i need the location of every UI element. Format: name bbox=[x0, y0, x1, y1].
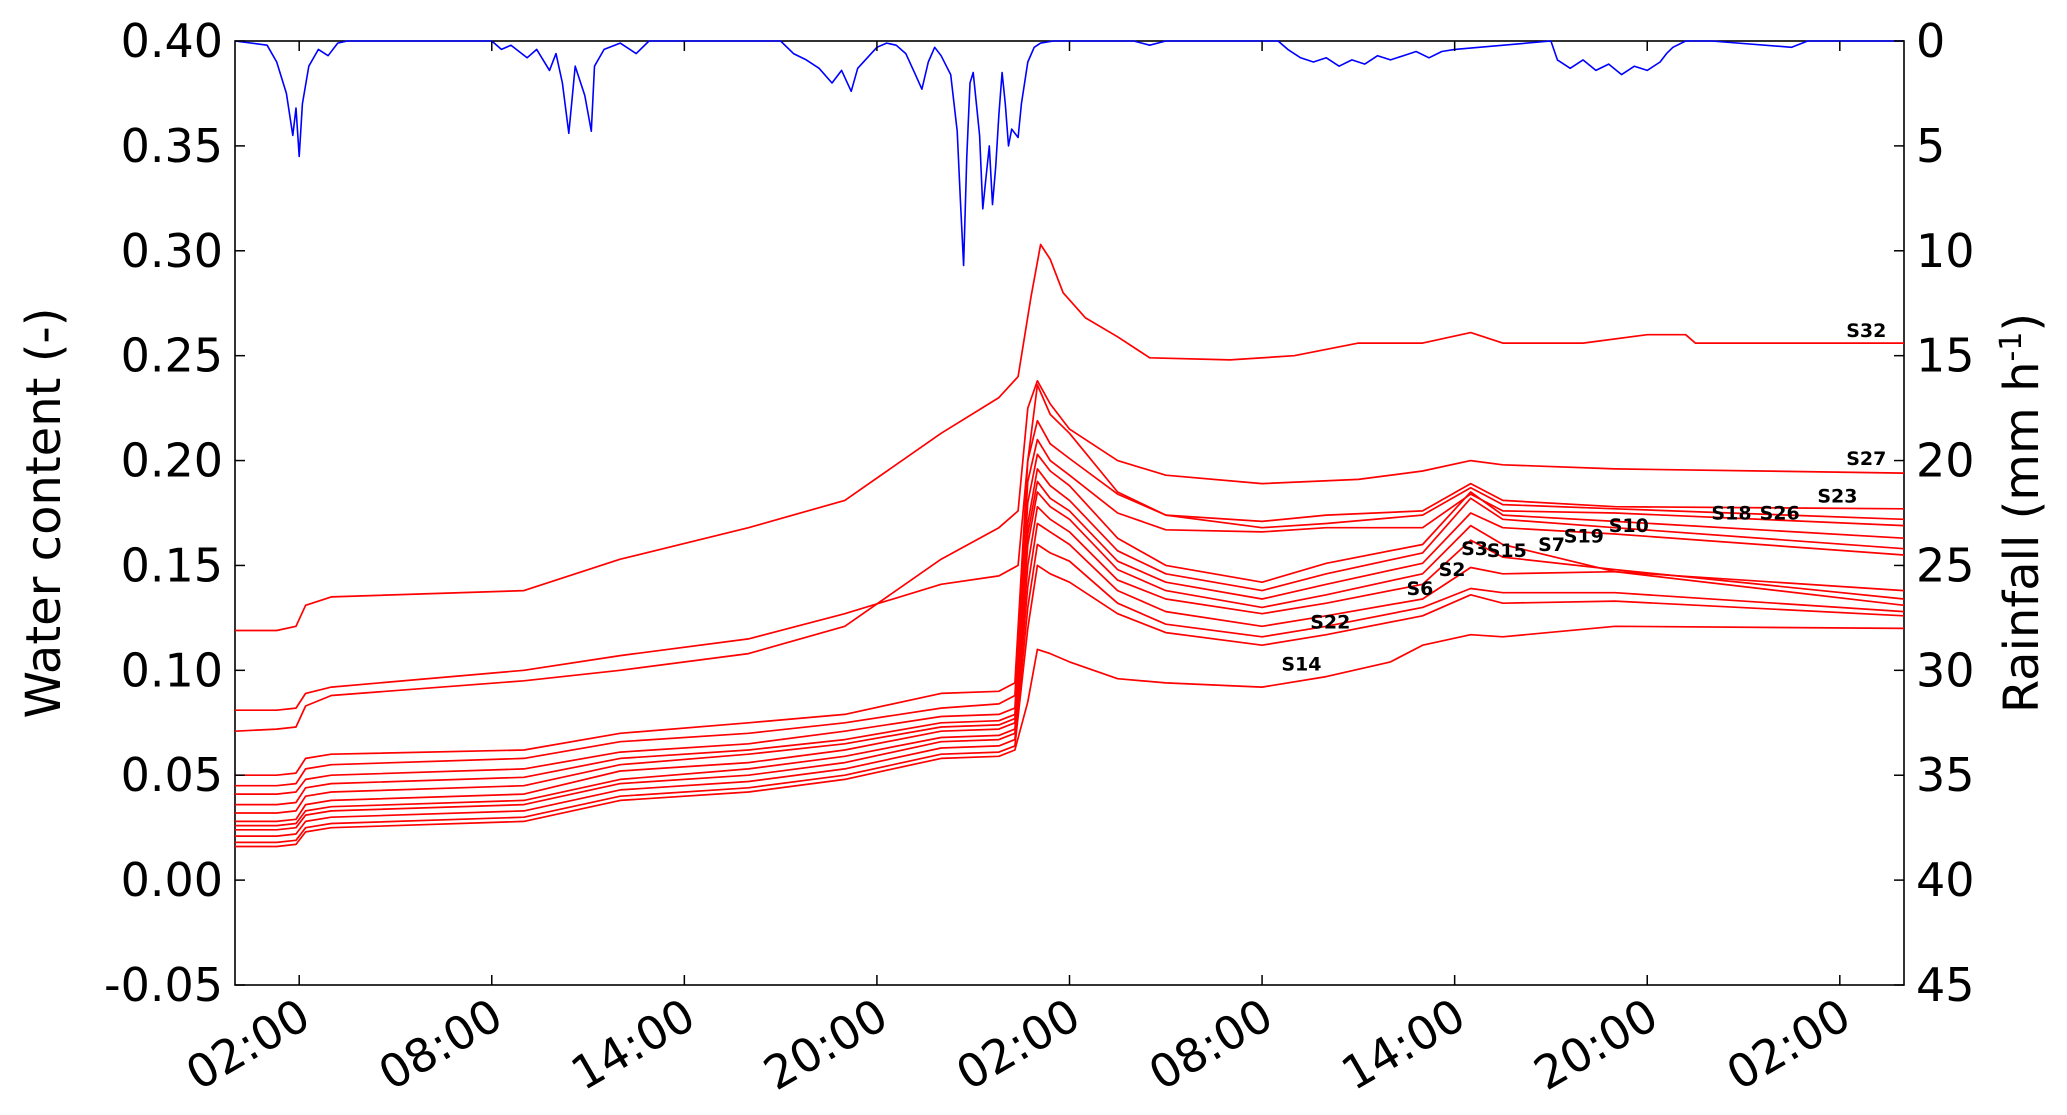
y-tick-label-0-00: 0.00 bbox=[121, 853, 223, 907]
sensor-label-s6: S6 bbox=[1407, 578, 1434, 600]
series-line-s22 bbox=[235, 564, 1905, 844]
series-line-s7 bbox=[235, 480, 1905, 814]
y2-axis-title-main: Rainfall (mm h bbox=[1994, 362, 2050, 714]
y2-tick-label-10: 10 bbox=[1916, 224, 1975, 278]
water-content-layer bbox=[234, 243, 1905, 848]
y2-axis-title: Rainfall (mm h-1) bbox=[1994, 313, 2051, 713]
y2-tick-label-30: 30 bbox=[1916, 643, 1975, 697]
y-tick-label-0-25: 0.25 bbox=[121, 329, 223, 383]
sensor-label-s26: S26 bbox=[1760, 502, 1800, 524]
x-tick-label-1: 08:00 bbox=[369, 988, 511, 1101]
y2-axis-title-sup: -1 bbox=[1994, 332, 2029, 362]
x-tick-label-8: 02:00 bbox=[1717, 988, 1859, 1101]
y2-tick-label-5: 5 bbox=[1916, 119, 1945, 173]
x-tick-label-7: 20:00 bbox=[1525, 988, 1667, 1101]
sensor-label-s22: S22 bbox=[1310, 611, 1350, 633]
sensor-label-s10: S10 bbox=[1609, 515, 1649, 537]
rainfall-line bbox=[234, 40, 1904, 267]
series-line-s26 bbox=[235, 384, 1905, 777]
y2-tick-label-0: 0 bbox=[1916, 14, 1945, 68]
y-tick-label-0-40: 0.40 bbox=[121, 14, 223, 68]
x-tick-label-4: 02:00 bbox=[947, 988, 1089, 1101]
series-line-s19 bbox=[235, 468, 1905, 806]
sensor-label-s15: S15 bbox=[1487, 540, 1527, 562]
series-line-s32 bbox=[235, 243, 1904, 632]
series-line-s18 bbox=[235, 438, 1905, 787]
y2-tick-label-40: 40 bbox=[1916, 853, 1975, 907]
y-tick-label-0-30: 0.30 bbox=[121, 224, 223, 278]
right-axis: 0 5 10 15 20 25 30 35 40 45 bbox=[1894, 14, 1975, 1012]
series-line-s14 bbox=[235, 625, 1905, 848]
y-axis-title: Water content (-) bbox=[16, 308, 72, 719]
x-tick-label-3: 20:00 bbox=[755, 988, 897, 1101]
y2-tick-label-45: 45 bbox=[1916, 958, 1975, 1012]
series-line-s15 bbox=[235, 491, 1905, 823]
sensor-label-s32: S32 bbox=[1846, 320, 1886, 342]
y-tick-label-0-20: 0.20 bbox=[121, 434, 223, 488]
x-axis: 02:00 08:00 14:00 20:00 02:00 08:00 14:00 20:00… bbox=[177, 41, 1859, 1101]
sensor-label-s19: S19 bbox=[1564, 525, 1604, 547]
plot-frame bbox=[234, 40, 1905, 986]
left-axis: 0.40 0.35 0.30 0.25 0.20 0.15 0.10 0.05 0.00 -0.0… bbox=[104, 14, 245, 1012]
y2-tick-label-25: 25 bbox=[1916, 538, 1975, 592]
y2-tick-label-35: 35 bbox=[1916, 748, 1975, 802]
sensor-label-s2: S2 bbox=[1439, 559, 1466, 581]
sensor-label-s3: S3 bbox=[1461, 538, 1488, 560]
sensor-label-s27: S27 bbox=[1846, 448, 1886, 470]
sensor-label-s18: S18 bbox=[1711, 502, 1751, 524]
y-tick-label-0-35: 0.35 bbox=[121, 119, 223, 173]
y2-tick-label-15: 15 bbox=[1916, 329, 1975, 383]
x-tick-label-5: 08:00 bbox=[1140, 988, 1282, 1101]
series-line-s2 bbox=[235, 522, 1905, 831]
series-line-s6 bbox=[235, 543, 1905, 837]
series-line-s27 bbox=[234, 379, 1905, 733]
y-tick-label-0-15: 0.15 bbox=[121, 538, 223, 592]
y-tick-label-0-10: 0.10 bbox=[121, 643, 223, 697]
sensor-label-s14: S14 bbox=[1281, 653, 1321, 675]
x-tick-label-6: 14:00 bbox=[1332, 988, 1474, 1101]
y-tick-label-0-05: 0.05 bbox=[121, 748, 223, 802]
series-line-s23 bbox=[235, 419, 1905, 712]
sensor-label-s7: S7 bbox=[1538, 534, 1565, 556]
y-tick-label--0-05: -0.05 bbox=[104, 958, 223, 1012]
rainfall-layer bbox=[234, 40, 1904, 267]
series-line-s3 bbox=[235, 505, 1905, 827]
y2-tick-label-20: 20 bbox=[1916, 434, 1975, 488]
sensor-label-s23: S23 bbox=[1817, 486, 1857, 508]
y2-axis-title-end: ) bbox=[1994, 313, 2050, 332]
series-line-s10 bbox=[235, 453, 1905, 795]
x-tick-label-2: 14:00 bbox=[562, 988, 704, 1101]
